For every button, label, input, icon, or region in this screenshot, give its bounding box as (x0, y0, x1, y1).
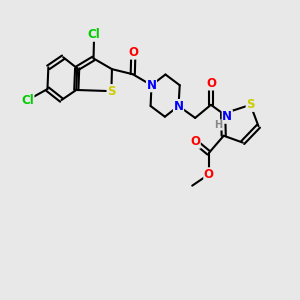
Text: O: O (190, 135, 200, 148)
Text: S: S (107, 85, 116, 98)
Text: Cl: Cl (88, 28, 100, 41)
Text: H: H (214, 120, 222, 130)
Text: N: N (146, 79, 157, 92)
Text: O: O (204, 168, 214, 181)
Text: O: O (128, 46, 138, 59)
Text: N: N (222, 110, 232, 123)
Text: O: O (206, 77, 216, 90)
Text: Cl: Cl (21, 94, 34, 106)
Text: N: N (173, 100, 184, 112)
Text: S: S (246, 98, 255, 111)
